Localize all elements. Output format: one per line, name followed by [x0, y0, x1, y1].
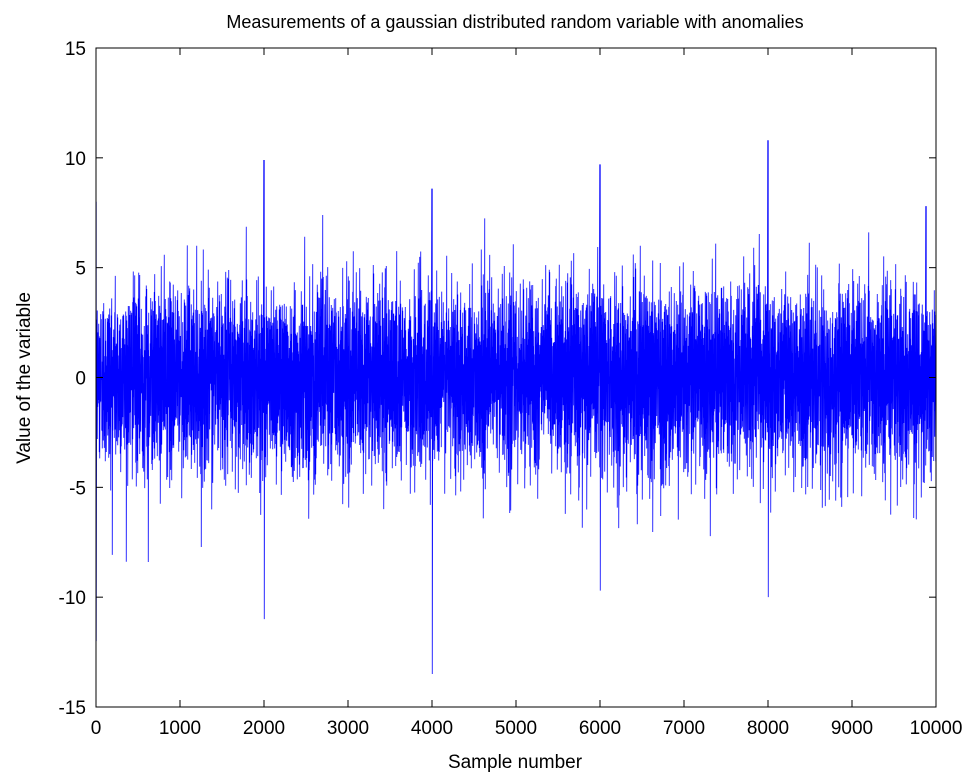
series-line — [95, 140, 937, 675]
x-tick-label: 8000 — [747, 718, 789, 739]
y-tick-label: 0 — [75, 369, 86, 390]
x-tick-label: 2000 — [243, 718, 285, 739]
plot-area: 0 1000 2000 3000 4000 5000 6000 7000 8000 9000 100… — [59, 39, 963, 739]
y-tick-label: 10 — [65, 149, 86, 170]
x-tick-label: 7000 — [663, 718, 705, 739]
x-tick-label: 4000 — [411, 718, 453, 739]
series-group — [95, 140, 937, 675]
x-tick-label: 1000 — [159, 718, 201, 739]
y-tick-label: -5 — [69, 478, 86, 499]
chart-title: Measurements of a gaussian distributed r… — [226, 12, 803, 32]
x-tick-label: 5000 — [495, 718, 537, 739]
x-tick-label: 9000 — [831, 718, 873, 739]
y-tick-label: -15 — [59, 698, 86, 719]
x-tick-label: 6000 — [579, 718, 621, 739]
x-tick-label: 3000 — [327, 718, 369, 739]
y-tick-label: 15 — [65, 39, 86, 60]
x-axis-label: Sample number — [448, 752, 583, 773]
y-axis-ticks: -15 -10 -5 0 5 10 15 — [59, 39, 936, 719]
x-tick-label: 0 — [91, 718, 102, 739]
x-axis-ticks: 0 1000 2000 3000 4000 5000 6000 7000 8000 9000 100… — [91, 48, 963, 739]
y-tick-label: -10 — [59, 588, 86, 609]
y-tick-label: 5 — [75, 259, 86, 280]
x-tick-label: 10000 — [910, 718, 963, 739]
y-axis-label: Value of the variable — [14, 292, 35, 464]
